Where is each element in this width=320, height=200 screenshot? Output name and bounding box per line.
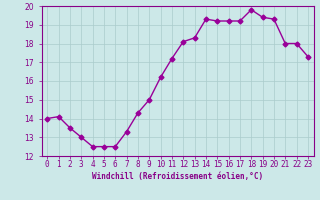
X-axis label: Windchill (Refroidissement éolien,°C): Windchill (Refroidissement éolien,°C) (92, 172, 263, 181)
